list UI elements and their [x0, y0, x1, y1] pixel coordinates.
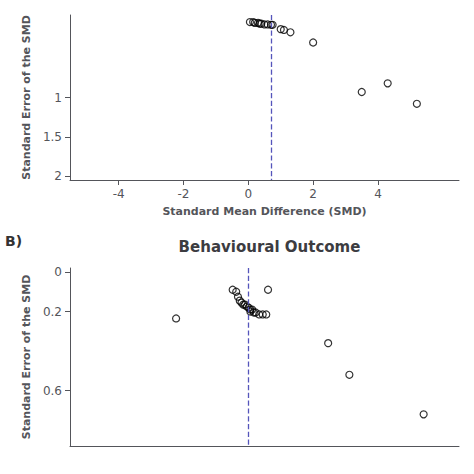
- svg-text:B): B): [5, 233, 22, 249]
- svg-text:0: 0: [54, 265, 62, 279]
- svg-text:1.5: 1.5: [43, 130, 62, 144]
- svg-text:2: 2: [309, 187, 317, 201]
- svg-text:2: 2: [54, 169, 62, 183]
- svg-text:Standard Error of the SMD: Standard Error of the SMD: [20, 275, 33, 440]
- svg-text:Behavioural Outcome: Behavioural Outcome: [179, 238, 361, 256]
- svg-text:1: 1: [54, 91, 62, 105]
- svg-text:-2: -2: [177, 187, 189, 201]
- svg-text:0.2: 0.2: [43, 305, 62, 319]
- svg-text:4: 4: [374, 187, 382, 201]
- svg-text:Standard Error of the SMD: Standard Error of the SMD: [20, 15, 33, 180]
- svg-text:-4: -4: [113, 187, 125, 201]
- svg-text:Standard Mean Difference (SMD): Standard Mean Difference (SMD): [162, 205, 366, 218]
- svg-text:0.6: 0.6: [43, 384, 62, 398]
- svg-text:0: 0: [244, 187, 252, 201]
